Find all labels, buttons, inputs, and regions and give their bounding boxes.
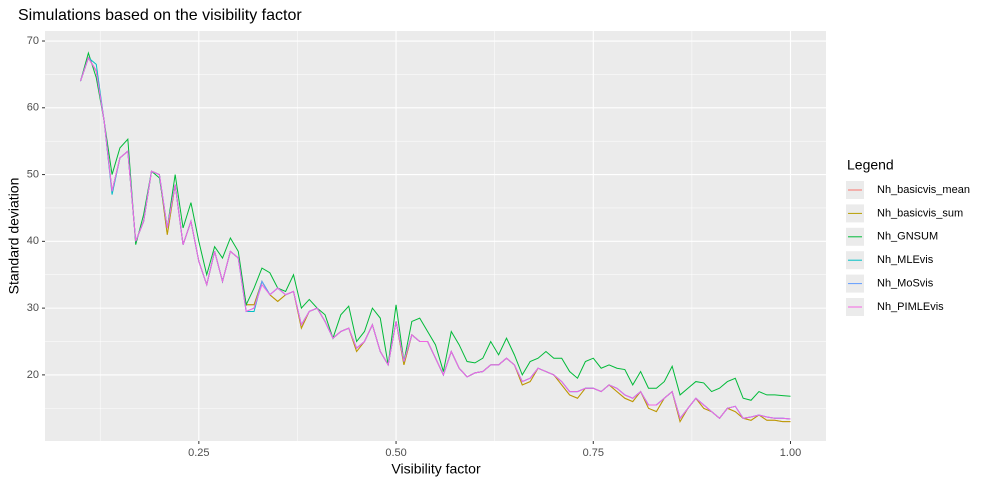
y-tick-label: 20 [27,369,39,381]
x-tick-label: 0.75 [583,447,604,459]
legend-label: Nh_GNSUM [877,231,938,243]
legend-label: Nh_basicvis_mean [877,184,970,196]
legend-label: Nh_MLEvis [877,254,934,266]
y-tick-label: 60 [27,102,39,114]
legend-label: Nh_MoSvis [877,278,934,290]
y-tick-label: 50 [27,168,39,180]
chart-title: Simulations based on the visibility fact… [18,7,302,24]
legend-label: Nh_PIMLEvis [877,301,944,313]
x-tick-label: 1.00 [780,447,801,459]
x-axis-label: Visibility factor [391,461,481,477]
legend-title: Legend [847,157,894,173]
y-tick-label: 70 [27,35,39,47]
panel [45,31,826,441]
y-tick-label: 40 [27,235,39,247]
y-axis-label: Standard deviation [6,178,22,295]
series-line [80,56,791,420]
x-tick-label: 0.25 [188,447,209,459]
legend-label: Nh_basicvis_sum [877,207,963,219]
x-tick-label: 0.50 [385,447,406,459]
series-line [80,51,791,401]
y-tick-label: 30 [27,302,39,314]
